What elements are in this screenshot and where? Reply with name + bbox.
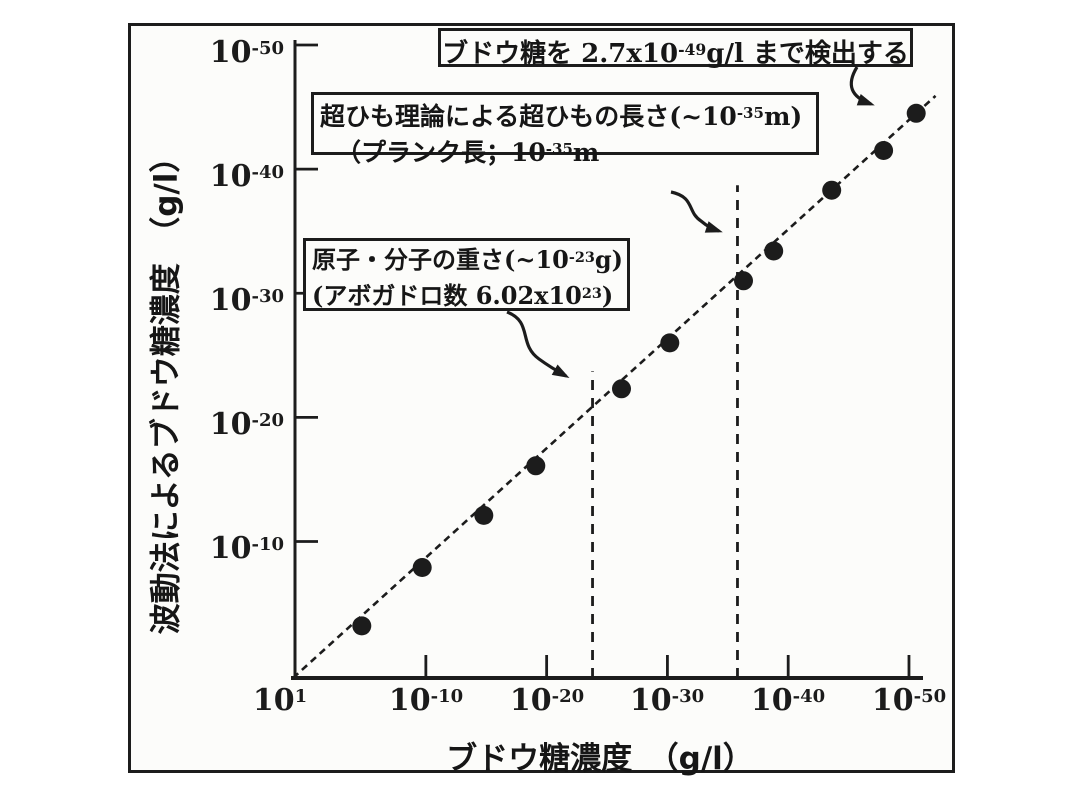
arrow-to-planck-line <box>670 190 723 233</box>
data-point <box>874 141 894 160</box>
data-point <box>660 333 680 353</box>
data-point <box>352 616 372 636</box>
data-point <box>906 103 926 123</box>
annotation-line: 超ひも理論による超ひもの長さ(~10-35m) <box>320 102 803 131</box>
data-point <box>612 379 631 399</box>
annotation-line: (アボガドロ数 6.02x1023) <box>312 281 614 310</box>
y-tick-label: 10-50 <box>209 35 284 70</box>
x-tick-label: 101 <box>252 683 308 718</box>
data-point <box>474 505 494 525</box>
x-tick-label: 10-10 <box>388 683 464 718</box>
arrow-to-atomic-line <box>506 310 570 378</box>
annotation-superstring-length: 超ひも理論による超ひもの長さ(~10-35m) （プランク長；10-35m <box>311 92 819 167</box>
data-point <box>822 180 842 200</box>
x-tick-label: 10-30 <box>629 683 705 718</box>
y-tick-label: 10-10 <box>209 531 284 566</box>
y-axis-title: 波動法によるブドウ糖濃度 （g/l） <box>148 141 185 635</box>
x-axis-title-text: ブドウ糖濃度 （g/l） <box>446 741 754 777</box>
data-point <box>412 558 432 577</box>
x-tick-label: 10-50 <box>871 683 947 718</box>
x-tick-label: 10-20 <box>509 683 585 718</box>
data-point <box>764 241 784 261</box>
annotation-atomic-weight: 原子・分子の重さ(~10-23g) (アボガドロ数 6.02x1023) <box>303 238 630 311</box>
arrow-to-top-data-point <box>849 66 875 106</box>
annotation-line: （プランク長；10-35m <box>336 138 600 167</box>
data-point <box>526 456 546 476</box>
y-tick-label: 10-30 <box>209 283 284 318</box>
annotation-detection-limit: ブドウ糖を 2.7x10-49g/l まで検出する <box>438 28 913 69</box>
annotation-line: ブドウ糖を 2.7x10-49g/l まで検出する <box>442 39 909 69</box>
x-tick-label: 10-40 <box>750 683 826 718</box>
data-point <box>734 271 753 291</box>
x-axis-title: ブドウ糖濃度 （g/l） <box>0 733 1080 778</box>
y-tick-label: 10-40 <box>209 159 284 194</box>
y-tick-label: 10-20 <box>209 407 284 442</box>
annotation-line: 原子・分子の重さ(~10-23g) <box>312 245 624 274</box>
